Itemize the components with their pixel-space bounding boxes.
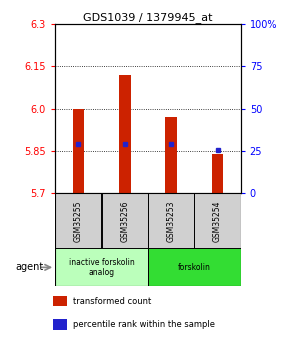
Bar (53, 319, 67, 330)
Bar (53, 296, 67, 306)
Bar (148, 248, 241, 286)
Text: inactive forskolin
analog: inactive forskolin analog (69, 258, 134, 277)
Text: GSM35253: GSM35253 (166, 200, 176, 242)
Text: transformed count: transformed count (73, 297, 151, 306)
Text: GSM35255: GSM35255 (74, 200, 83, 242)
Bar (102, 193, 148, 248)
Bar (165, 117, 177, 193)
Text: GSM35256: GSM35256 (120, 200, 129, 242)
Bar (55, 248, 148, 286)
Text: GSM35254: GSM35254 (213, 200, 222, 242)
Text: forskolin: forskolin (178, 263, 211, 272)
Bar (194, 193, 241, 248)
Text: percentile rank within the sample: percentile rank within the sample (73, 320, 215, 329)
Title: GDS1039 / 1379945_at: GDS1039 / 1379945_at (83, 12, 213, 23)
Bar (148, 193, 194, 248)
Bar (119, 75, 130, 193)
Text: agent: agent (15, 263, 44, 272)
Bar (72, 109, 84, 193)
Bar (55, 193, 102, 248)
Bar (212, 154, 223, 193)
